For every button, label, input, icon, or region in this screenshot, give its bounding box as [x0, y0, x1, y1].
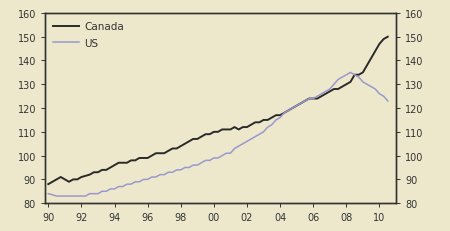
Canada: [45, 183, 51, 186]
US: [252, 136, 258, 138]
US: [348, 72, 353, 74]
Line: Canada: Canada: [48, 37, 388, 184]
US: [385, 100, 391, 103]
US: [99, 190, 105, 193]
Canada: [310, 98, 316, 100]
US: [120, 185, 126, 188]
Legend: Canada, US: Canada, US: [50, 19, 127, 52]
Canada: [95, 171, 101, 174]
Canada: [248, 124, 254, 127]
US: [45, 192, 51, 195]
Line: US: US: [48, 73, 388, 196]
US: [54, 195, 59, 198]
US: [315, 95, 320, 98]
Canada: [66, 181, 72, 183]
US: [71, 195, 76, 198]
Canada: [290, 107, 295, 110]
US: [294, 105, 299, 108]
Canada: [385, 36, 391, 39]
Canada: [116, 162, 122, 164]
